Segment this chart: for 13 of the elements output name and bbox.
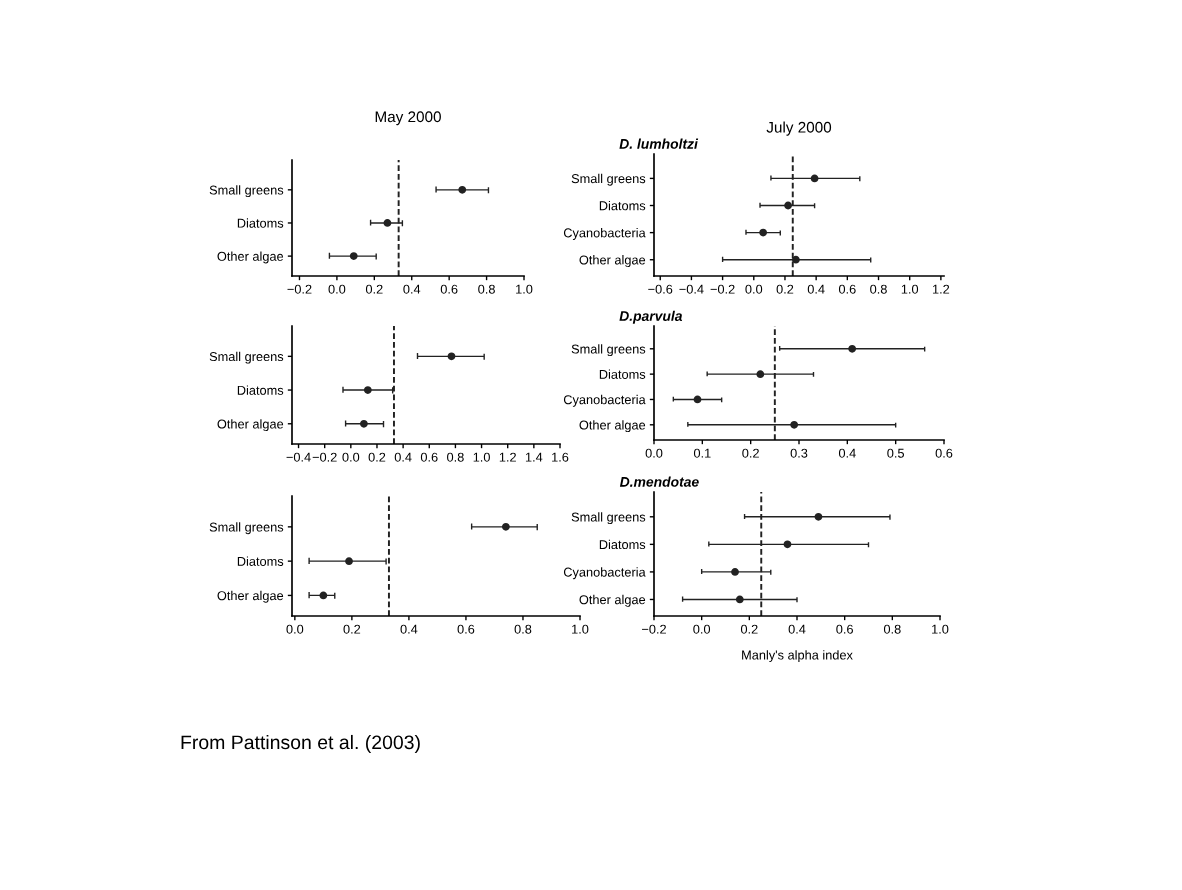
point <box>790 420 799 429</box>
point <box>784 201 792 210</box>
point <box>791 255 800 264</box>
point <box>848 344 857 353</box>
point <box>731 568 739 576</box>
point <box>759 228 768 237</box>
point <box>810 174 819 183</box>
text: From Pattinson et al. (2003) <box>181 734 420 754</box>
point <box>814 512 823 521</box>
point <box>756 370 765 379</box>
point <box>693 395 702 404</box>
point <box>783 540 792 549</box>
point <box>735 595 744 604</box>
